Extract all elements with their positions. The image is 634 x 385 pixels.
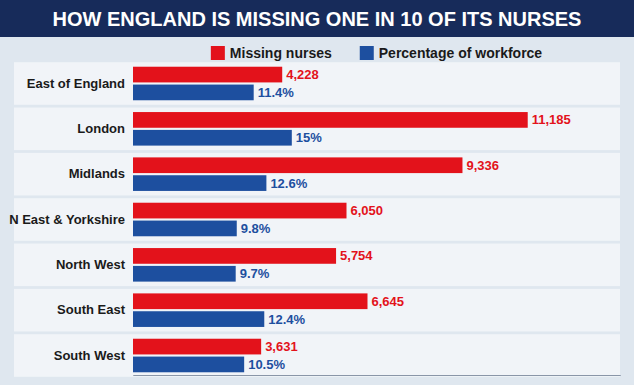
bar bbox=[133, 221, 237, 237]
category-tick: South East bbox=[57, 302, 127, 317]
legend-label: Missing nurses bbox=[230, 45, 332, 61]
data-label: 6,050 bbox=[351, 203, 384, 218]
data-label: 12.6% bbox=[270, 176, 307, 191]
category-label: N East & Yorkshire bbox=[9, 212, 125, 227]
data-label: 11,185 bbox=[532, 112, 571, 127]
category-tick: London bbox=[77, 121, 127, 136]
category-label: East of England bbox=[27, 76, 125, 91]
bar bbox=[133, 85, 254, 101]
legend-label: Percentage of workforce bbox=[379, 45, 543, 61]
series bbox=[133, 85, 292, 373]
data-label: 11.4% bbox=[258, 85, 295, 100]
category-label: South West bbox=[54, 348, 126, 363]
category-tick: N East & Yorkshire bbox=[9, 212, 127, 227]
bar bbox=[133, 112, 528, 128]
chart: HOW ENGLAND IS MISSING ONE IN 10 OF ITS … bbox=[0, 0, 634, 385]
bar bbox=[133, 130, 292, 146]
row-band bbox=[14, 244, 620, 287]
category-axis: East of England London Midlands N East & Yo… bbox=[9, 76, 127, 363]
data-label: 9.7% bbox=[240, 266, 270, 281]
bar bbox=[133, 203, 347, 219]
axis-line bbox=[134, 375, 621, 376]
bar bbox=[133, 248, 336, 264]
bar bbox=[133, 293, 368, 309]
legend-swatch bbox=[360, 46, 374, 60]
bar bbox=[133, 339, 261, 355]
value-axis-secondary bbox=[134, 375, 621, 376]
category-tick: Midlands bbox=[69, 166, 127, 181]
data-label: 9,336 bbox=[466, 158, 499, 173]
bar bbox=[133, 157, 462, 173]
category-tick: South West bbox=[54, 348, 127, 363]
category-tick: East of England bbox=[27, 76, 127, 91]
data-label: 4,228 bbox=[286, 67, 319, 82]
series bbox=[133, 67, 528, 355]
data-label: 3,631 bbox=[265, 339, 298, 354]
data-labels: 4,228 11,185 9,336 6,050 5,754 6,645 3,631 11.4… bbox=[240, 67, 571, 372]
title-banner bbox=[0, 0, 634, 37]
bar bbox=[133, 266, 236, 282]
value-axis bbox=[134, 375, 621, 376]
bar bbox=[133, 67, 282, 83]
row-band bbox=[14, 62, 620, 105]
legend-item: Missing nurses bbox=[211, 45, 332, 61]
legend-item: Percentage of workforce bbox=[360, 45, 543, 61]
legend-swatch bbox=[211, 46, 225, 60]
bar bbox=[133, 175, 266, 191]
title: HOW ENGLAND IS MISSING ONE IN 10 OF ITS … bbox=[53, 8, 582, 30]
category-tick: North West bbox=[56, 257, 127, 272]
row-band bbox=[14, 108, 620, 151]
bar bbox=[133, 357, 244, 373]
category-label: Midlands bbox=[69, 166, 125, 181]
background bbox=[0, 0, 634, 385]
row-band bbox=[14, 334, 620, 377]
legend: Missing nurses Percentage of workforce bbox=[211, 45, 543, 61]
data-label: 6,645 bbox=[372, 294, 405, 309]
data-label: 5,754 bbox=[340, 248, 373, 263]
data-label: 9.8% bbox=[241, 221, 271, 236]
category-label: London bbox=[77, 121, 125, 136]
row-band bbox=[14, 153, 620, 196]
data-label: 15% bbox=[296, 130, 322, 145]
data-label: 12.4% bbox=[268, 312, 305, 327]
bars bbox=[133, 67, 528, 373]
data-label: 10.5% bbox=[248, 357, 285, 372]
axis-line bbox=[134, 375, 621, 376]
row-band bbox=[14, 289, 620, 332]
category-label: North West bbox=[56, 257, 126, 272]
bar bbox=[133, 311, 264, 327]
category-label: South East bbox=[57, 302, 126, 317]
